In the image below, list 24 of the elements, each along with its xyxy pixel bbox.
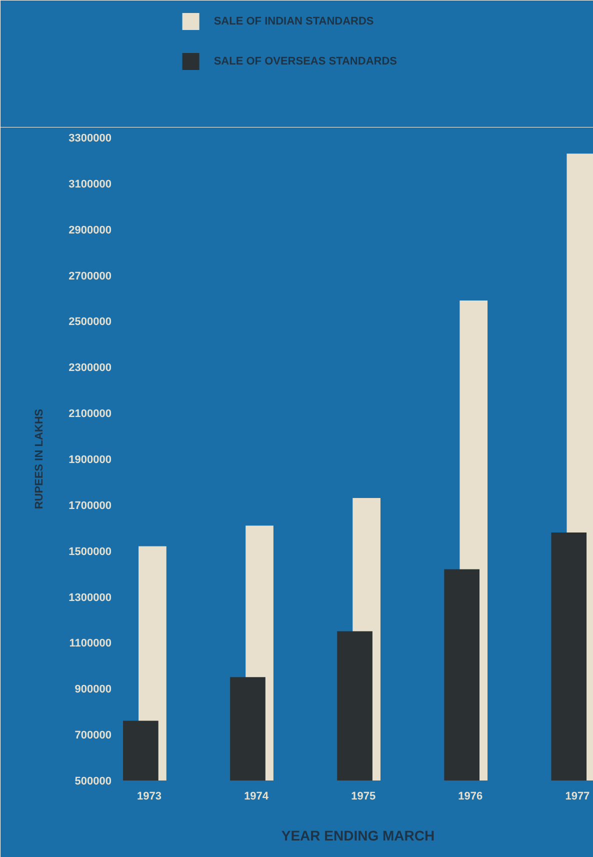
y-tick-label: 1900000 (68, 454, 112, 466)
y-tick-label: 2500000 (68, 316, 112, 328)
y-tick-label: 3300000 (68, 132, 112, 144)
y-tick-label: 1100000 (69, 638, 112, 650)
x-tick-label: 1975 (351, 790, 376, 802)
y-tick-label: 1700000 (68, 500, 112, 512)
y-tick-label: 2700000 (68, 270, 112, 282)
legend-label: SALE OF OVERSEAS STANDARDS (214, 56, 397, 68)
x-axis-title: YEAR ENDING MARCH (281, 828, 435, 844)
legend-label: SALE OF INDIAN STANDARDS (214, 16, 374, 28)
y-tick-label: 1300000 (68, 592, 112, 604)
y-tick-label: 3100000 (68, 178, 112, 190)
x-tick-label: 1976 (458, 790, 483, 802)
y-tick-label: 900000 (74, 684, 112, 696)
x-tick-label: 1973 (137, 790, 162, 802)
y-tick-label: 2900000 (68, 224, 112, 236)
y-tick-label: 500000 (74, 776, 112, 788)
y-tick-label: 2300000 (68, 362, 112, 374)
y-axis-title: RUPEES IN LAKHS (34, 408, 46, 510)
x-tick-label: 1977 (565, 790, 590, 802)
y-tick-label: 700000 (74, 730, 112, 742)
y-tick-label: 2100000 (68, 408, 112, 420)
x-tick-label: 1974 (244, 790, 270, 802)
y-tick-label: 1500000 (68, 546, 112, 558)
